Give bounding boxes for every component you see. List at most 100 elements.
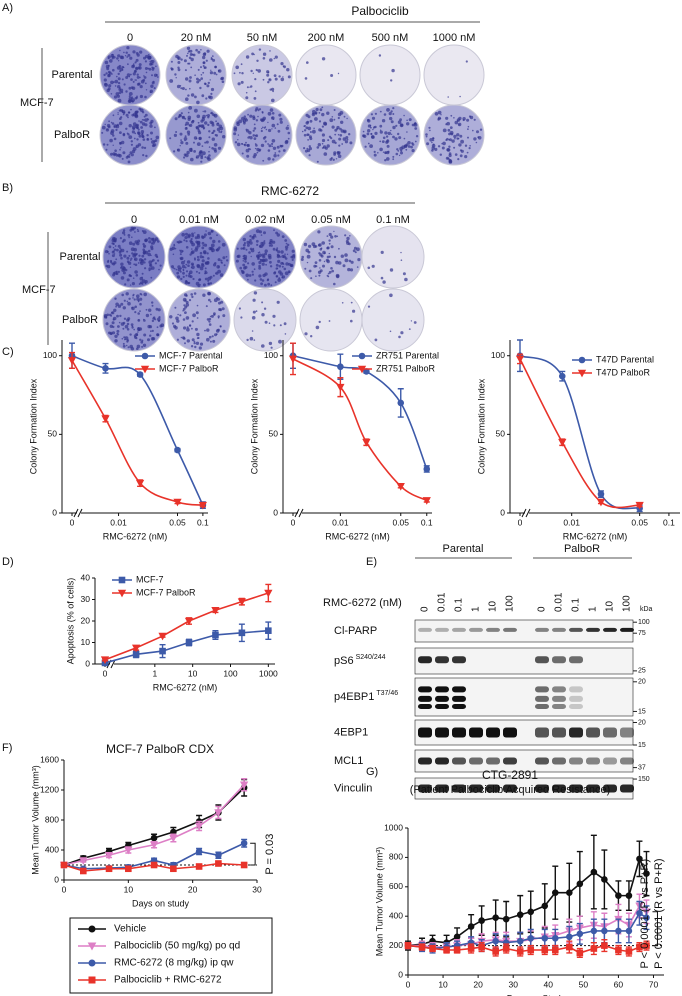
colony: [300, 258, 304, 261]
colony: [129, 151, 133, 155]
colony: [184, 342, 186, 345]
colony: [206, 156, 210, 160]
colony: [191, 327, 193, 330]
x-tick-label: 20: [473, 979, 483, 989]
colony: [196, 243, 201, 248]
colony: [267, 81, 270, 84]
colony: [187, 111, 190, 114]
colony: [141, 122, 146, 126]
point: [118, 576, 126, 584]
colony: [147, 338, 150, 342]
colony: [108, 120, 110, 123]
colony: [278, 264, 282, 268]
colony: [155, 135, 160, 140]
colony: [194, 345, 197, 349]
colony: [476, 130, 479, 134]
colony: [267, 71, 270, 74]
blot-band: [620, 757, 634, 765]
colony: [326, 144, 330, 148]
protein-name: Cl-PARP: [334, 625, 377, 637]
y-tick-label: 100: [264, 350, 278, 360]
blot-band: [569, 656, 583, 664]
point: [117, 589, 127, 598]
colony: [179, 132, 183, 136]
colony: [195, 246, 199, 250]
colony: [182, 318, 186, 321]
colony: [157, 259, 160, 262]
row-label: 4EBP1: [334, 726, 368, 738]
colony: [121, 78, 124, 81]
colony: [284, 140, 289, 145]
y-axis-label: Colony Formation Index: [249, 378, 259, 474]
colony: [175, 268, 178, 271]
colony: [148, 308, 152, 312]
protein-name: p4EBP1: [334, 691, 374, 703]
point: [502, 945, 510, 952]
point: [566, 933, 573, 941]
colony: [123, 51, 125, 54]
colony: [210, 229, 214, 233]
colony: [202, 293, 206, 297]
y-tick-label: 100: [491, 350, 505, 360]
colony: [196, 114, 201, 119]
x-axis-label: RMC-6272 (nM): [103, 531, 168, 541]
y-tick-label: 0: [54, 874, 59, 884]
point: [195, 848, 203, 855]
colony: [193, 340, 196, 343]
colony: [181, 264, 186, 269]
colony: [322, 264, 325, 268]
colony: [186, 130, 191, 134]
colony: [284, 253, 286, 255]
colony: [177, 148, 181, 152]
colony: [314, 117, 318, 121]
chart-subtitle: (Patient Palbociclib Acquired Resistance…: [410, 784, 611, 796]
colony: [389, 293, 393, 298]
colony: [115, 302, 119, 307]
colony: [349, 141, 353, 145]
colony: [195, 155, 200, 159]
colony: [178, 240, 182, 244]
point: [643, 914, 650, 921]
colony: [141, 146, 144, 149]
colony: [189, 49, 193, 53]
colony: [192, 313, 197, 318]
colony: [131, 98, 136, 102]
colony-plate: [165, 104, 227, 166]
colony: [144, 95, 147, 99]
colony: [258, 260, 262, 265]
colony: [137, 262, 140, 264]
colony: [141, 294, 143, 296]
colony: [272, 90, 274, 93]
colony: [303, 147, 306, 150]
point: [601, 927, 608, 935]
colony: [178, 114, 182, 118]
colony: [278, 150, 281, 153]
colony: [135, 58, 139, 62]
colony: [117, 54, 121, 58]
colony: [431, 141, 433, 144]
colony: [279, 272, 284, 276]
colony: [150, 254, 152, 257]
colony: [141, 119, 144, 121]
colony: [201, 241, 205, 245]
colony: [130, 143, 133, 146]
colony: [105, 72, 108, 75]
colony: [428, 126, 431, 129]
colony: [473, 137, 477, 141]
colony: [185, 88, 187, 91]
colony: [217, 122, 219, 125]
colony: [181, 260, 185, 265]
colony: [318, 112, 321, 114]
colony: [135, 274, 139, 277]
point: [443, 946, 450, 954]
legend-label: MCF-7 Parental: [159, 350, 223, 360]
colony: [356, 247, 360, 252]
colony: [211, 248, 215, 253]
colony: [119, 249, 122, 253]
legend-label: MCF-7 PalboR: [159, 363, 219, 373]
colony: [145, 154, 148, 158]
colony: [204, 267, 207, 270]
colony: [263, 307, 267, 310]
colony: [389, 116, 393, 121]
colony: [184, 124, 187, 126]
